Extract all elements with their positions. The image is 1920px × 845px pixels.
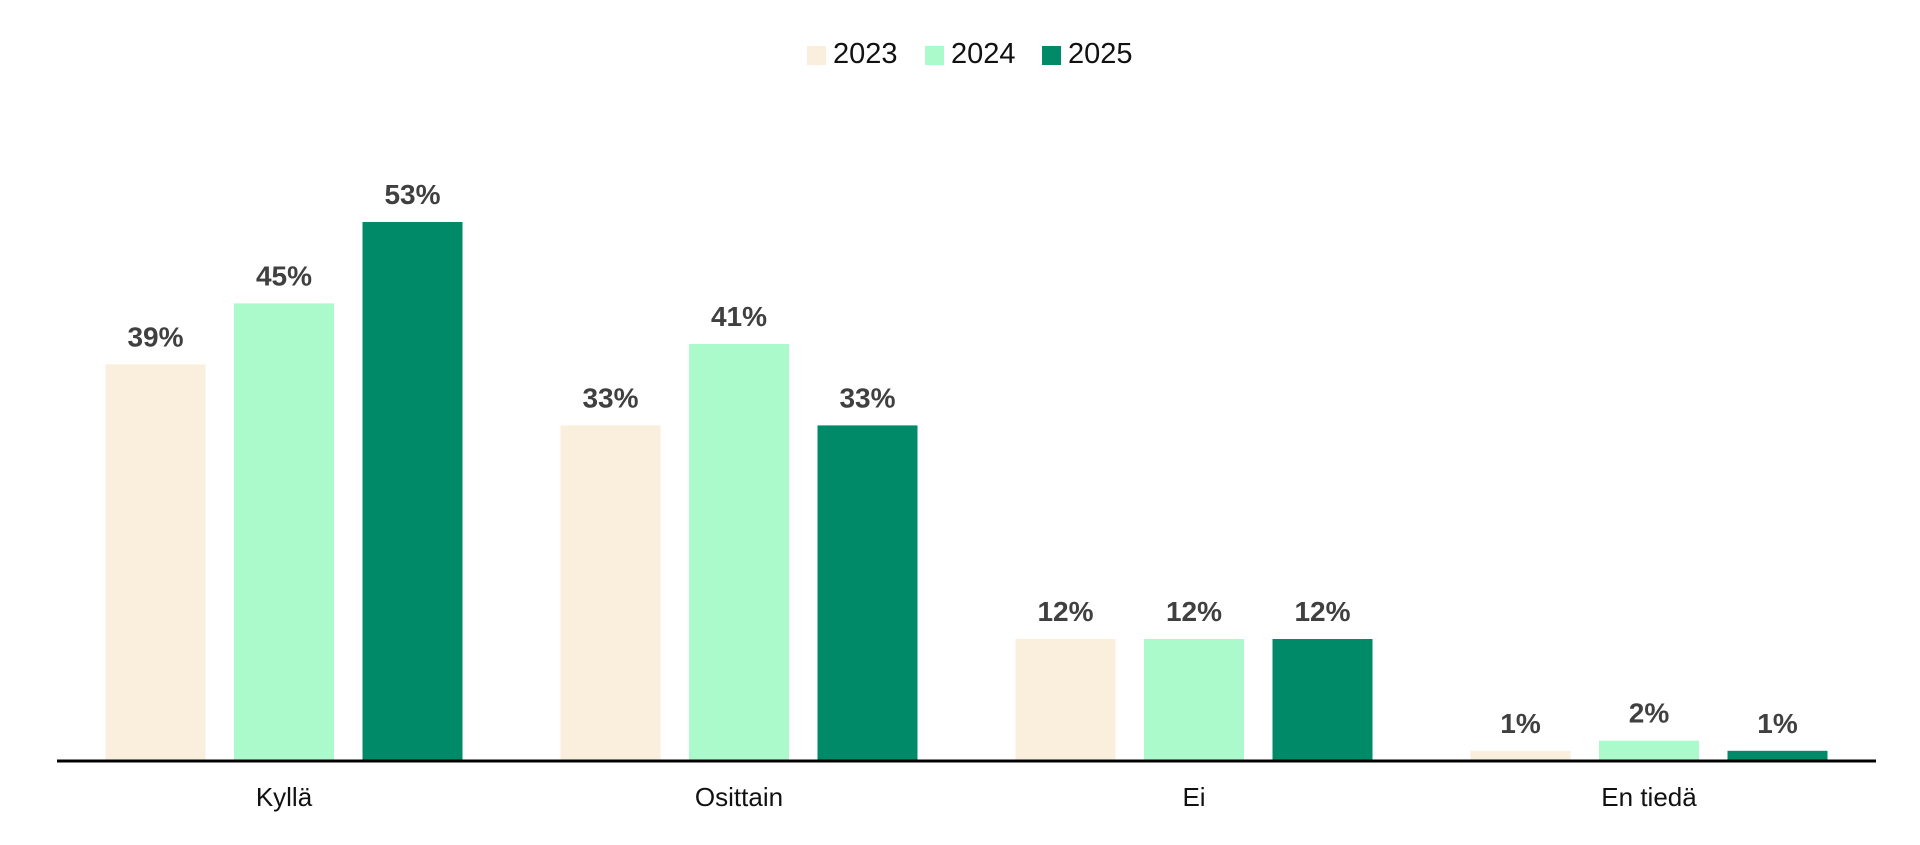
bar-2023-ei [1015, 639, 1116, 761]
bar-2023-osittain [560, 425, 661, 761]
bar-2024-kyllä [234, 303, 334, 761]
bar-2025-kyllä [362, 222, 463, 761]
data-label-2024-en-tiedä: 2% [1629, 698, 1670, 729]
x-tick-label: En tiedä [1601, 782, 1697, 812]
x-tick-label: Ei [1182, 782, 1205, 812]
legend-label-2024: 2024 [951, 38, 1016, 70]
data-label-2024-kyllä: 45% [256, 260, 312, 291]
legend-swatch-2024 [925, 46, 944, 65]
x-tick-label: Osittain [695, 782, 783, 812]
bar-2025-osittain [817, 425, 918, 761]
data-label-2023-kyllä: 39% [127, 321, 183, 352]
legend: 2023 2024 2025 [807, 38, 1133, 70]
bar-2023-kyllä [105, 364, 206, 761]
bar-2024-ei [1144, 639, 1244, 761]
data-label-2023-ei: 12% [1037, 596, 1093, 627]
bar-2025-ei [1272, 639, 1373, 761]
data-label-2024-osittain: 41% [711, 301, 767, 332]
bar-2025-en-tiedä [1727, 750, 1828, 761]
legend-item-2024: 2024 [925, 38, 1016, 70]
legend-swatch-2025 [1042, 46, 1061, 65]
data-label-2025-en-tiedä: 1% [1757, 708, 1798, 739]
data-label-2024-ei: 12% [1166, 596, 1222, 627]
data-label-2023-osittain: 33% [582, 382, 638, 413]
data-label-2025-kyllä: 53% [384, 179, 440, 210]
bars [105, 222, 1828, 761]
bar-2024-osittain [689, 344, 789, 761]
legend-swatch-2023 [807, 46, 826, 65]
data-label-2025-ei: 12% [1294, 596, 1350, 627]
data-label-2025-osittain: 33% [839, 382, 895, 413]
data-label-2023-en-tiedä: 1% [1500, 708, 1541, 739]
bar-2024-en-tiedä [1599, 740, 1699, 761]
legend-label-2025: 2025 [1068, 38, 1133, 70]
x-tick-label: Kyllä [256, 782, 313, 812]
data-labels: 39% 45% 53% 33% 41% 33% 12% 12% 12% 1% 2% 1% [127, 179, 1797, 739]
legend-item-2025: 2025 [1042, 38, 1133, 70]
legend-item-2023: 2023 [807, 38, 898, 70]
x-tick-labels: Kyllä Osittain Ei En tiedä [256, 782, 1697, 812]
legend-label-2023: 2023 [833, 38, 898, 70]
bar-2023-en-tiedä [1470, 750, 1571, 761]
